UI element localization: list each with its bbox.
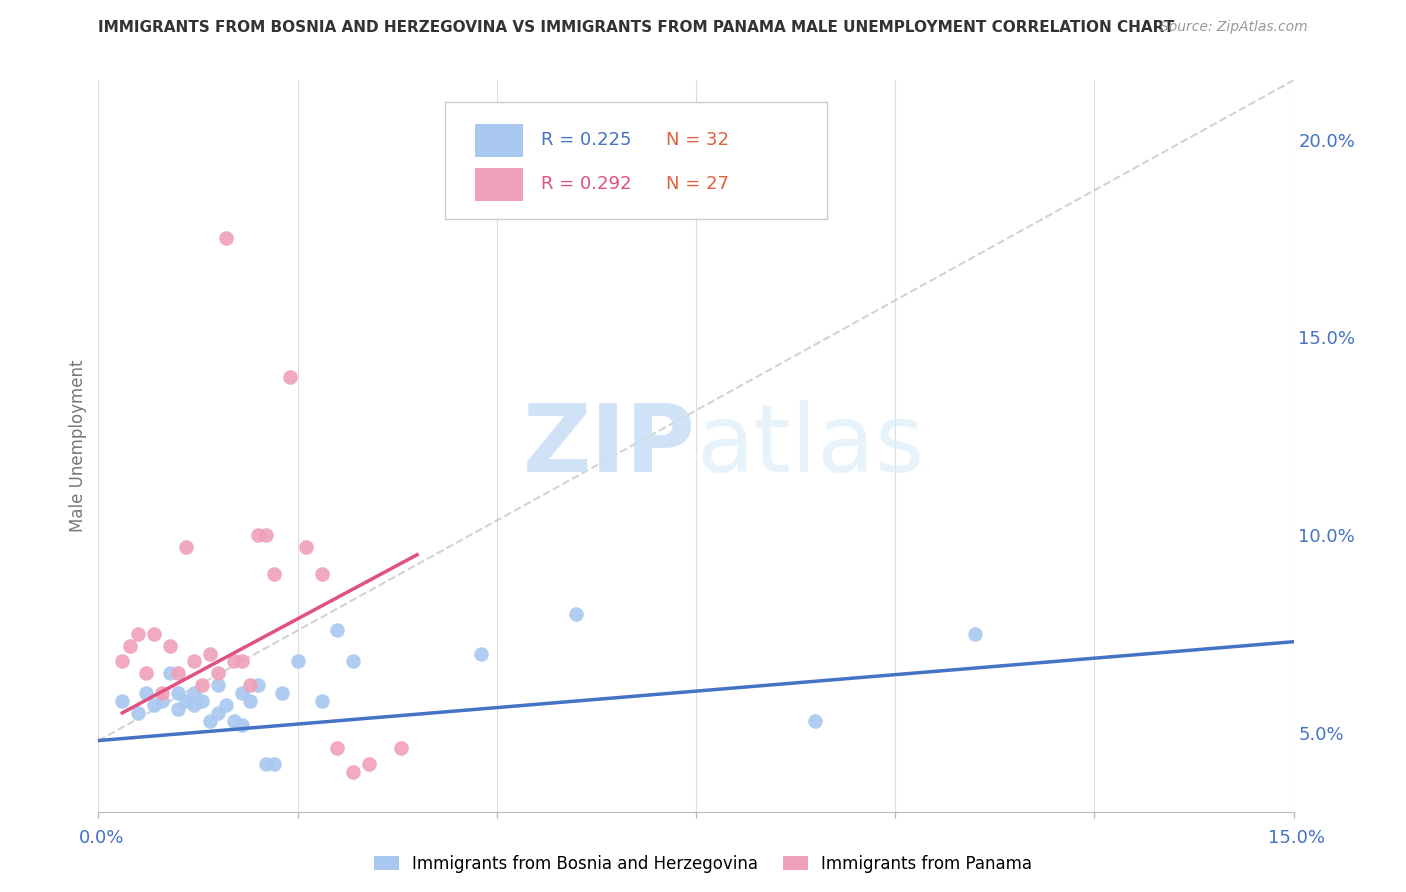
Point — [183, 655, 205, 669]
Point — [342, 765, 364, 780]
Point — [342, 655, 364, 669]
Point — [183, 698, 205, 712]
Text: IMMIGRANTS FROM BOSNIA AND HERZEGOVINA VS IMMIGRANTS FROM PANAMA MALE UNEMPLOYME: IMMIGRANTS FROM BOSNIA AND HERZEGOVINA V… — [98, 20, 1174, 35]
Point — [246, 678, 269, 692]
FancyBboxPatch shape — [444, 103, 827, 219]
Point — [135, 686, 157, 700]
FancyBboxPatch shape — [475, 124, 523, 157]
Point — [159, 639, 181, 653]
Point — [287, 655, 309, 669]
Point — [111, 655, 134, 669]
Point — [215, 698, 238, 712]
Point — [150, 686, 173, 700]
Point — [222, 655, 245, 669]
Point — [167, 702, 190, 716]
Point — [143, 698, 166, 712]
Point — [111, 694, 134, 708]
Text: R = 0.292: R = 0.292 — [540, 175, 631, 194]
Point — [191, 678, 214, 692]
Point — [311, 694, 333, 708]
Point — [174, 540, 197, 554]
Point — [963, 627, 986, 641]
Point — [278, 369, 301, 384]
Point — [127, 706, 149, 720]
Point — [207, 706, 229, 720]
Point — [389, 741, 412, 756]
Text: N = 32: N = 32 — [666, 130, 730, 149]
Point — [198, 647, 221, 661]
Point — [326, 741, 349, 756]
Point — [198, 714, 221, 728]
Point — [359, 757, 381, 772]
Point — [263, 567, 285, 582]
Point — [150, 694, 173, 708]
Text: atlas: atlas — [696, 400, 924, 492]
FancyBboxPatch shape — [475, 168, 523, 201]
Point — [159, 666, 181, 681]
Text: ZIP: ZIP — [523, 400, 696, 492]
Point — [215, 231, 238, 245]
Point — [174, 694, 197, 708]
Text: 0.0%: 0.0% — [79, 829, 124, 847]
Point — [311, 567, 333, 582]
Point — [191, 694, 214, 708]
Point — [135, 666, 157, 681]
Text: R = 0.225: R = 0.225 — [540, 130, 631, 149]
Point — [183, 686, 205, 700]
Point — [565, 607, 588, 621]
Point — [143, 627, 166, 641]
Point — [263, 757, 285, 772]
Point — [470, 647, 492, 661]
Point — [231, 686, 253, 700]
Point — [167, 686, 190, 700]
Point — [239, 678, 262, 692]
Point — [231, 655, 253, 669]
Point — [254, 757, 277, 772]
Point — [254, 528, 277, 542]
Point — [239, 694, 262, 708]
Point — [326, 623, 349, 637]
Point — [207, 666, 229, 681]
Text: 15.0%: 15.0% — [1268, 829, 1324, 847]
Point — [231, 717, 253, 731]
Point — [222, 714, 245, 728]
Y-axis label: Male Unemployment: Male Unemployment — [69, 359, 87, 533]
Text: N = 27: N = 27 — [666, 175, 730, 194]
Point — [207, 678, 229, 692]
Point — [804, 714, 827, 728]
Point — [246, 528, 269, 542]
Point — [120, 639, 142, 653]
Legend: Immigrants from Bosnia and Herzegovina, Immigrants from Panama: Immigrants from Bosnia and Herzegovina, … — [367, 848, 1039, 880]
Point — [294, 540, 316, 554]
Point — [270, 686, 292, 700]
Point — [127, 627, 149, 641]
Text: Source: ZipAtlas.com: Source: ZipAtlas.com — [1160, 20, 1308, 34]
Point — [167, 666, 190, 681]
